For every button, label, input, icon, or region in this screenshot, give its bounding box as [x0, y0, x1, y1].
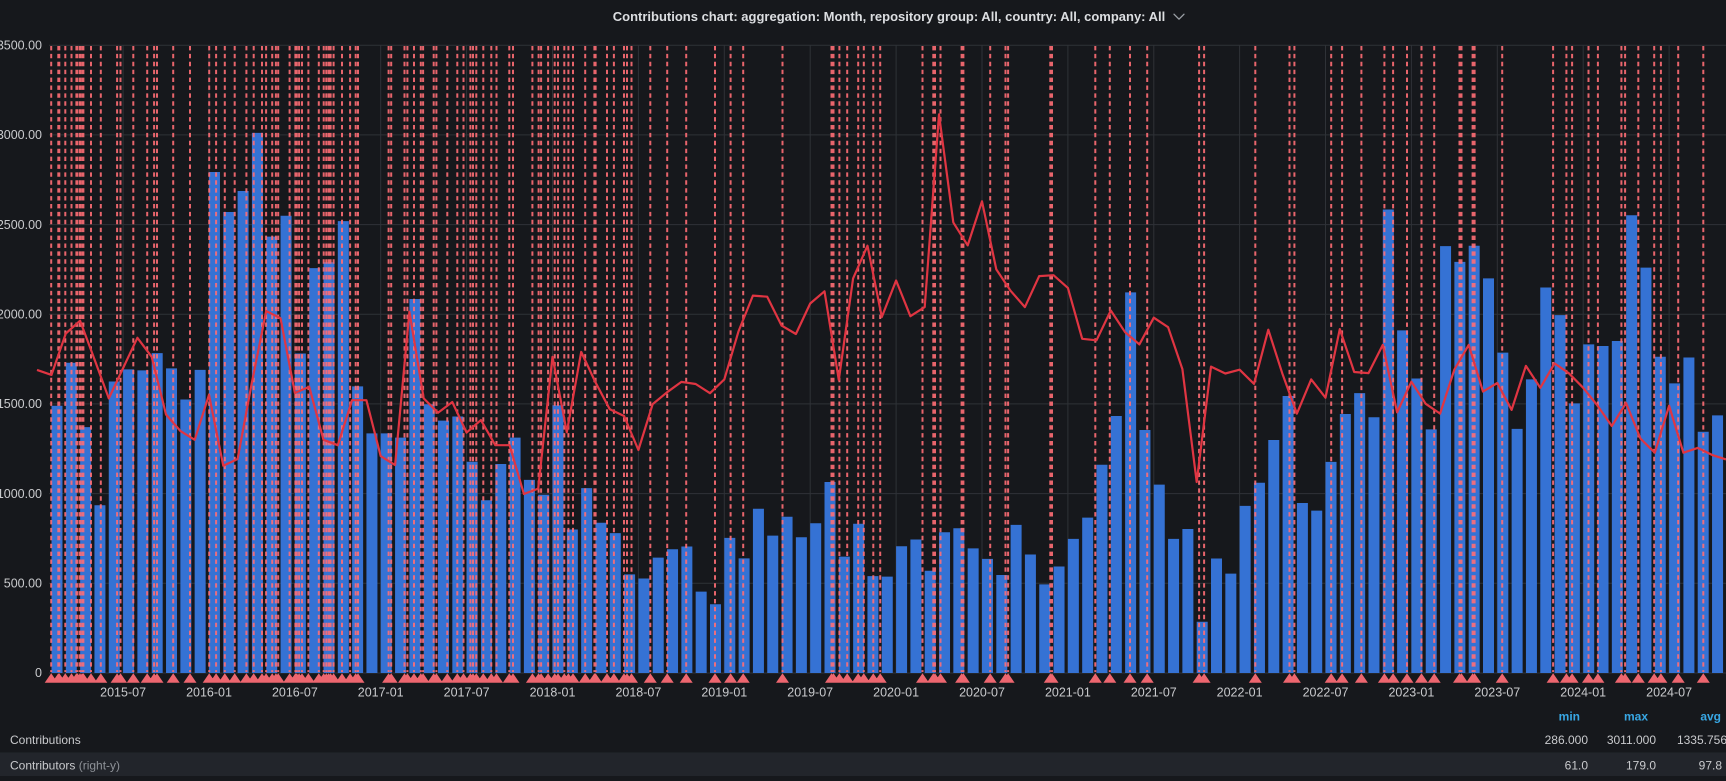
svg-text:2016-01: 2016-01: [186, 686, 232, 700]
svg-text:500.00: 500.00: [4, 577, 42, 591]
svg-text:1500.00: 1500.00: [0, 397, 42, 411]
svg-text:2021-01: 2021-01: [1045, 686, 1091, 700]
svg-text:2023-07: 2023-07: [1474, 686, 1520, 700]
svg-text:avg: avg: [1700, 710, 1721, 724]
svg-text:286.000: 286.000: [1545, 733, 1589, 747]
svg-text:3000.00: 3000.00: [0, 128, 42, 142]
svg-text:2018-01: 2018-01: [530, 686, 576, 700]
svg-text:Contributions chart: aggregati: Contributions chart: aggregation: Month,…: [613, 9, 1166, 24]
svg-text:2015-07: 2015-07: [100, 686, 146, 700]
svg-text:2020-01: 2020-01: [873, 686, 919, 700]
svg-text:2024-07: 2024-07: [1646, 686, 1692, 700]
svg-text:0: 0: [35, 666, 42, 680]
svg-text:Contributions: Contributions: [10, 733, 81, 747]
svg-text:3011.000: 3011.000: [1607, 733, 1656, 747]
svg-text:2016-07: 2016-07: [272, 686, 318, 700]
svg-text:2019-01: 2019-01: [701, 686, 747, 700]
svg-text:1335.756: 1335.756: [1677, 733, 1726, 747]
svg-text:max: max: [1624, 710, 1648, 724]
svg-text:2000.00: 2000.00: [0, 308, 42, 322]
svg-text:2017-01: 2017-01: [358, 686, 404, 700]
svg-text:2020-07: 2020-07: [959, 686, 1005, 700]
svg-text:1000.00: 1000.00: [0, 487, 42, 501]
svg-text:2021-07: 2021-07: [1131, 686, 1177, 700]
svg-text:Contributors (right-y): Contributors (right-y): [10, 758, 120, 772]
svg-text:2019-07: 2019-07: [787, 686, 833, 700]
svg-text:min: min: [1559, 710, 1580, 724]
svg-text:3500.00: 3500.00: [0, 38, 42, 52]
svg-text:61.0: 61.0: [1565, 758, 1589, 772]
svg-text:2018-07: 2018-07: [615, 686, 661, 700]
svg-text:2022-01: 2022-01: [1217, 686, 1263, 700]
svg-text:97.8: 97.8: [1699, 758, 1723, 772]
svg-text:2024-01: 2024-01: [1560, 686, 1606, 700]
svg-text:179.0: 179.0: [1626, 758, 1656, 772]
svg-text:2017-07: 2017-07: [444, 686, 490, 700]
svg-text:2023-01: 2023-01: [1388, 686, 1434, 700]
svg-text:2500.00: 2500.00: [0, 218, 42, 232]
svg-text:2022-07: 2022-07: [1303, 686, 1349, 700]
